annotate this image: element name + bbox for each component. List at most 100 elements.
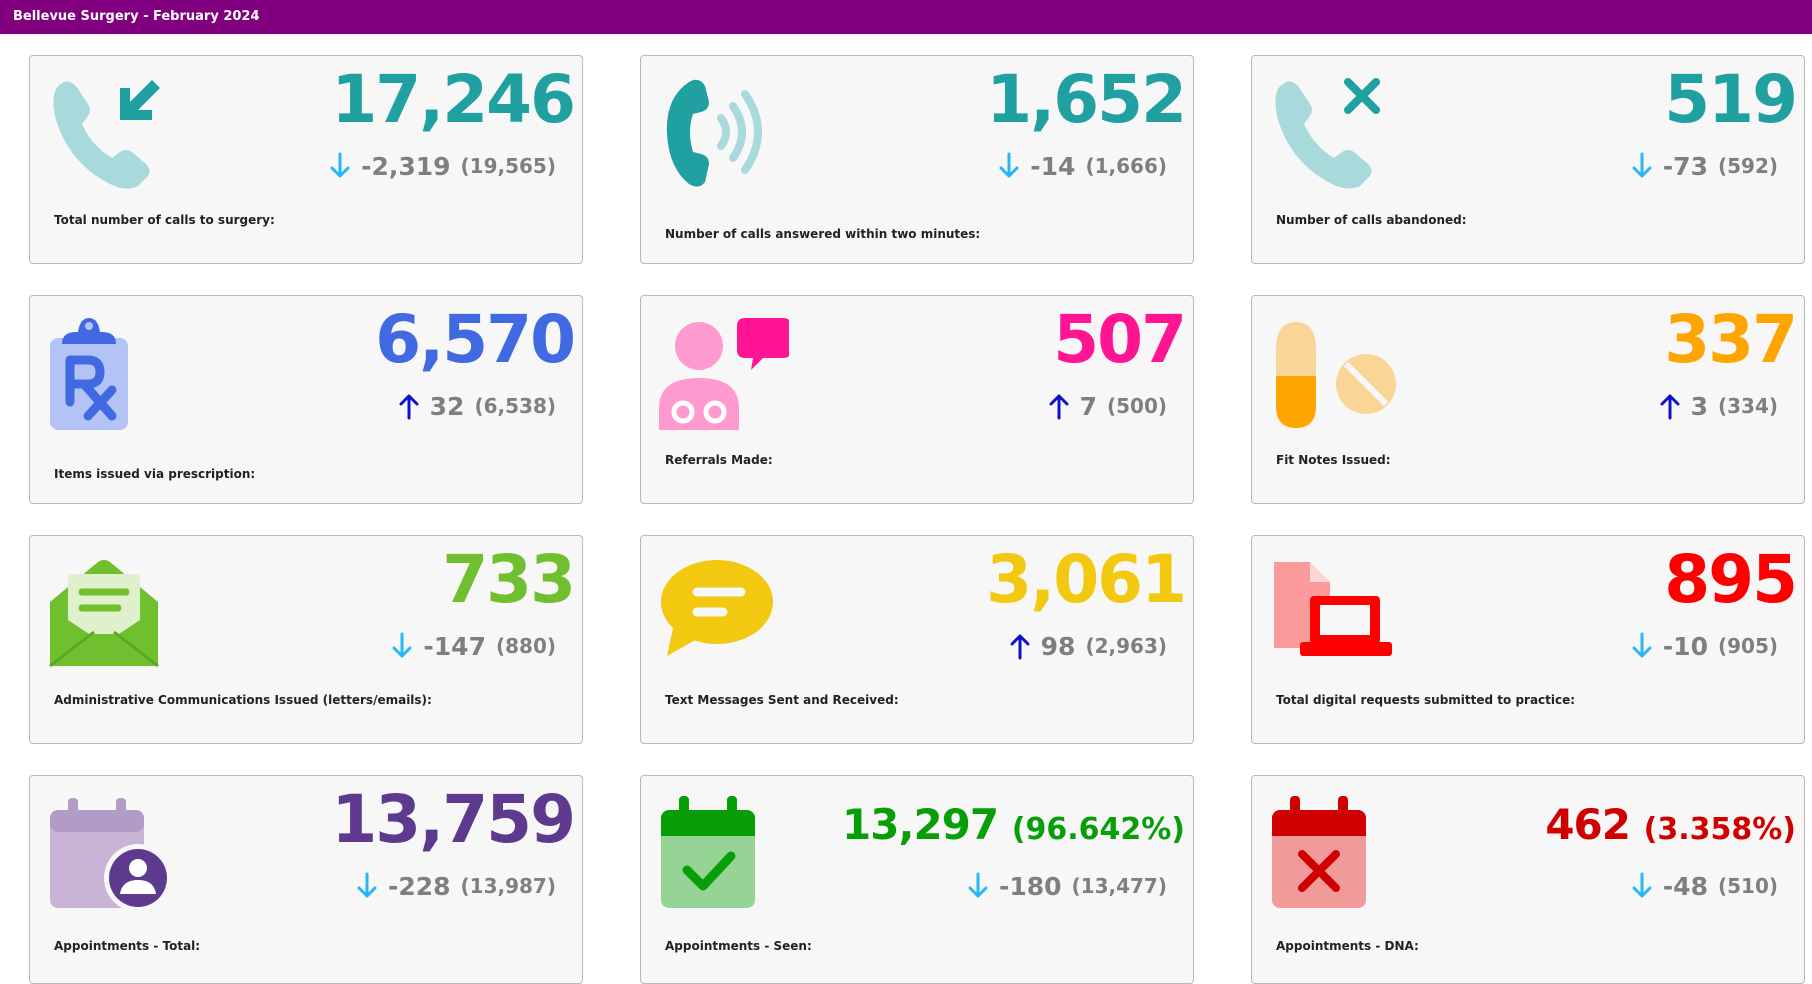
kpi-card-appointments-dna: 462 (3.358%) -48 (510) Appointments - DNA: xyxy=(1251,775,1805,984)
kpi-card-admin-comms: 733 -147 (880) Administrative Communication… xyxy=(29,535,583,744)
kpi-card-calls-total: 17,246 -2,319 (19,565) Total number of call… xyxy=(29,55,583,264)
kpi-previous: (2,963) xyxy=(1085,634,1167,658)
arrow-down-icon xyxy=(329,152,351,180)
kpi-delta: 7 (500) xyxy=(1048,390,1167,422)
kpi-value-number: 507 xyxy=(1053,301,1187,378)
kpi-value: 13,297 (96.642%) xyxy=(842,800,1185,855)
arrow-up-icon xyxy=(398,392,420,420)
kpi-label: Fit Notes Issued: xyxy=(1276,453,1391,467)
kpi-delta: -48 (510) xyxy=(1631,870,1778,902)
kpi-value-number: 13,297 xyxy=(842,800,999,849)
arrow-up-icon xyxy=(1009,632,1031,660)
kpi-change: -147 xyxy=(423,631,486,661)
kpi-change: -10 xyxy=(1662,631,1708,661)
kpi-previous: (19,565) xyxy=(460,154,556,178)
arrow-down-icon xyxy=(1631,632,1653,660)
kpi-delta: -147 (880) xyxy=(391,630,556,662)
kpi-previous: (500) xyxy=(1106,394,1167,418)
kpi-delta: 32 (6,538) xyxy=(398,390,556,422)
kpi-previous: (880) xyxy=(495,634,556,658)
kpi-value: 519 xyxy=(1664,61,1798,138)
kpi-card-digital-requests: 895 -10 (905) Total digital requests submit… xyxy=(1251,535,1805,744)
dashboard-header: Bellevue Surgery - February 2024 xyxy=(0,0,1812,34)
kpi-change: -14 xyxy=(1030,151,1076,181)
kpi-label: Administrative Communications Issued (le… xyxy=(54,693,432,707)
kpi-change: -228 xyxy=(387,871,451,901)
kpi-label: Number of calls answered within two minu… xyxy=(665,227,981,241)
kpi-label: Text Messages Sent and Received: xyxy=(665,693,899,707)
phone-incoming-icon xyxy=(48,72,178,192)
kpi-value-number: 519 xyxy=(1664,61,1798,138)
kpi-previous: (592) xyxy=(1717,154,1778,178)
phone-ringing-icon xyxy=(659,72,789,192)
kpi-value: 1,652 xyxy=(986,61,1187,138)
kpi-value-number: 733 xyxy=(442,541,576,618)
kpi-change: 3 xyxy=(1690,391,1708,421)
kpi-card-prescriptions: 6,570 32 (6,538) Items issued via prescript… xyxy=(29,295,583,504)
page-title: Bellevue Surgery - February 2024 xyxy=(13,9,260,24)
kpi-card-calls-abandoned: 519 -73 (592) Number of calls abandoned: xyxy=(1251,55,1805,264)
kpi-value: 3,061 xyxy=(986,541,1187,618)
kpi-card-appointments-seen: 13,297 (96.642%) -180 (13,477) Appointments… xyxy=(640,775,1194,984)
prescription-clipboard-icon xyxy=(48,312,178,432)
kpi-delta: 98 (2,963) xyxy=(1009,630,1167,662)
arrow-down-icon xyxy=(998,152,1020,180)
kpi-label: Items issued via prescription: xyxy=(54,467,256,481)
kpi-delta: -73 (592) xyxy=(1631,150,1778,182)
kpi-value-number: 3,061 xyxy=(986,541,1187,618)
kpi-change: -180 xyxy=(998,871,1062,901)
kpi-delta: -10 (905) xyxy=(1631,630,1778,662)
kpi-delta: -14 (1,666) xyxy=(998,150,1167,182)
kpi-label: Number of calls abandoned: xyxy=(1276,213,1467,227)
kpi-card-appointments-total: 13,759 -228 (13,987) Appointments - Total: xyxy=(29,775,583,984)
arrow-down-icon xyxy=(1631,872,1653,900)
envelope-open-icon xyxy=(48,552,178,672)
kpi-percent: (96.642%) xyxy=(1011,812,1185,847)
calendar-x-icon xyxy=(1270,792,1400,912)
kpi-percent: (3.358%) xyxy=(1643,812,1796,847)
arrow-down-icon xyxy=(391,632,413,660)
kpi-change: 32 xyxy=(429,391,465,421)
kpi-delta: -2,319 (19,565) xyxy=(329,150,556,182)
kpi-card-text-messages: 3,061 98 (2,963) Text Messages Sent and Rec… xyxy=(640,535,1194,744)
kpi-value-number: 17,246 xyxy=(331,61,576,138)
doctor-chat-icon xyxy=(659,312,789,432)
kpi-change: -48 xyxy=(1662,871,1708,901)
kpi-label: Appointments - DNA: xyxy=(1276,939,1419,953)
kpi-change: -2,319 xyxy=(361,151,451,181)
kpi-card-referrals: 507 7 (500) Referrals Made: xyxy=(640,295,1194,504)
kpi-change: 98 xyxy=(1040,631,1076,661)
kpi-previous: (334) xyxy=(1717,394,1778,418)
kpi-delta: -180 (13,477) xyxy=(967,870,1167,902)
pills-icon xyxy=(1270,312,1400,432)
kpi-change: -73 xyxy=(1662,151,1708,181)
kpi-card-fit-notes: 337 3 (334) Fit Notes Issued: xyxy=(1251,295,1805,504)
arrow-up-icon xyxy=(1659,392,1681,420)
kpi-value: 337 xyxy=(1664,301,1798,378)
arrow-down-icon xyxy=(356,872,378,900)
kpi-previous: (905) xyxy=(1717,634,1778,658)
kpi-value-number: 337 xyxy=(1664,301,1798,378)
kpi-card-calls-answered: 1,652 -14 (1,666) Number of calls answered … xyxy=(640,55,1194,264)
arrow-up-icon xyxy=(1048,392,1070,420)
kpi-previous: (13,987) xyxy=(460,874,556,898)
speech-bubble-icon xyxy=(659,552,789,672)
kpi-value-number: 6,570 xyxy=(375,301,576,378)
laptop-document-icon xyxy=(1270,552,1400,672)
kpi-value: 13,759 xyxy=(331,781,576,858)
kpi-delta: 3 (334) xyxy=(1659,390,1778,422)
kpi-value: 6,570 xyxy=(375,301,576,378)
kpi-value: 507 xyxy=(1053,301,1187,378)
kpi-value: 733 xyxy=(442,541,576,618)
kpi-label: Total digital requests submitted to prac… xyxy=(1276,693,1576,707)
kpi-label: Appointments - Total: xyxy=(54,939,201,953)
calendar-check-icon xyxy=(659,792,789,912)
kpi-label: Total number of calls to surgery: xyxy=(54,213,275,227)
kpi-previous: (510) xyxy=(1717,874,1778,898)
kpi-value-number: 1,652 xyxy=(986,61,1187,138)
calendar-user-icon xyxy=(48,792,178,912)
kpi-value-number: 895 xyxy=(1664,541,1798,618)
kpi-previous: (13,477) xyxy=(1071,874,1167,898)
kpi-value-number: 13,759 xyxy=(331,781,576,858)
kpi-value: 17,246 xyxy=(331,61,576,138)
